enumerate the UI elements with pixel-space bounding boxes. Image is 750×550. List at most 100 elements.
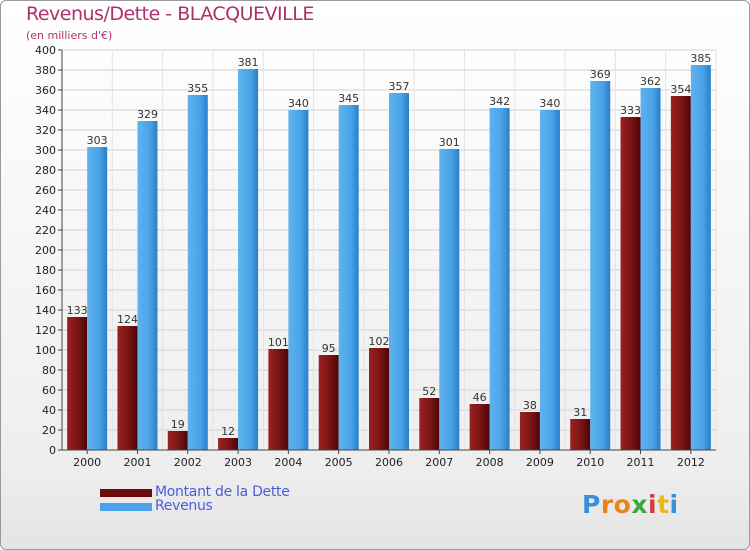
y-tick-label: 340 [35, 104, 56, 117]
data-label-dette: 95 [322, 342, 336, 355]
data-label-dette: 46 [473, 391, 487, 404]
legend-label-dette: Montant de la Dette [155, 484, 290, 500]
x-tick-label: 2002 [174, 456, 202, 469]
bar-revenus [288, 110, 309, 450]
y-tick-label: 120 [35, 324, 56, 337]
legend-swatch-revenus [100, 503, 152, 511]
data-label-revenus: 357 [389, 80, 410, 93]
proxiti-logo: Proxiti [582, 490, 679, 519]
data-label-revenus: 340 [288, 97, 309, 110]
data-label-revenus: 362 [640, 75, 661, 88]
bar-revenus [640, 88, 661, 450]
y-tick-label: 400 [35, 44, 56, 57]
x-tick-label: 2004 [274, 456, 302, 469]
logo-letter: t [657, 490, 670, 519]
bar-dette [620, 117, 641, 450]
bar-revenus [489, 108, 510, 450]
y-tick-label: 20 [42, 424, 56, 437]
data-label-dette: 101 [268, 336, 289, 349]
bar-revenus [238, 69, 259, 450]
x-tick-label: 2006 [375, 456, 403, 469]
data-label-revenus: 385 [690, 52, 711, 65]
logo-letter: o [613, 490, 632, 519]
data-label-revenus: 301 [439, 136, 460, 149]
y-tick-label: 280 [35, 164, 56, 177]
logo-letter: P [582, 490, 601, 519]
bar-revenus [590, 81, 611, 450]
data-label-revenus: 303 [87, 134, 108, 147]
y-tick-label: 320 [35, 124, 56, 137]
legend-swatch-dette [100, 489, 152, 497]
data-label-dette: 354 [670, 83, 691, 96]
bar-dette [218, 438, 239, 450]
x-tick-label: 2010 [576, 456, 604, 469]
data-label-revenus: 340 [539, 97, 560, 110]
data-label-dette: 133 [67, 304, 88, 317]
bar-dette [670, 96, 691, 450]
bar-dette [117, 326, 138, 450]
y-tick-label: 160 [35, 284, 56, 297]
x-tick-label: 2009 [526, 456, 554, 469]
x-tick-label: 2008 [476, 456, 504, 469]
legend-label-revenus: Revenus [155, 498, 213, 514]
y-tick-label: 40 [42, 404, 56, 417]
y-tick-label: 260 [35, 184, 56, 197]
bar-dette [268, 349, 289, 450]
data-label-dette: 38 [523, 399, 537, 412]
bar-revenus [137, 121, 158, 450]
y-tick-label: 60 [42, 384, 56, 397]
data-label-dette: 52 [422, 385, 436, 398]
y-tick-label: 0 [49, 444, 56, 457]
data-label-dette: 31 [573, 406, 587, 419]
logo-letter: i [669, 490, 679, 519]
bar-revenus [87, 147, 108, 450]
bar-revenus [338, 105, 359, 450]
bar-dette [67, 317, 88, 450]
y-tick-label: 100 [35, 344, 56, 357]
bar-revenus [439, 149, 460, 450]
y-tick-label: 360 [35, 84, 56, 97]
data-label-dette: 102 [369, 335, 390, 348]
chart-title: Revenus/Dette - BLACQUEVILLE [26, 3, 314, 25]
bar-dette [318, 355, 339, 450]
logo-letter: r [600, 490, 614, 519]
data-label-dette: 12 [221, 425, 235, 438]
y-tick-label: 80 [42, 364, 56, 377]
x-tick-label: 2003 [224, 456, 252, 469]
y-tick-label: 380 [35, 64, 56, 77]
bar-dette [369, 348, 389, 450]
data-label-dette: 124 [117, 313, 138, 326]
data-label-revenus: 345 [338, 92, 359, 105]
bar-dette [570, 419, 591, 450]
y-tick-label: 180 [35, 264, 56, 277]
x-tick-label: 2001 [123, 456, 151, 469]
data-label-revenus: 342 [489, 95, 510, 108]
data-label-dette: 333 [620, 104, 641, 117]
y-tick-label: 240 [35, 204, 56, 217]
y-tick-label: 200 [35, 244, 56, 257]
bar-dette [167, 431, 188, 450]
logo-letter: x [631, 490, 648, 519]
y-tick-label: 220 [35, 224, 56, 237]
bar-dette [419, 398, 440, 450]
x-tick-label: 2007 [425, 456, 453, 469]
bar-revenus [187, 95, 208, 450]
x-tick-label: 2011 [627, 456, 655, 469]
data-label-revenus: 329 [137, 108, 158, 121]
logo-letter: i [648, 490, 658, 519]
data-label-dette: 19 [171, 418, 185, 431]
x-tick-label: 2005 [325, 456, 353, 469]
x-tick-label: 2000 [73, 456, 101, 469]
data-label-revenus: 381 [238, 56, 259, 69]
chart-subtitle: (en milliers d'€) [26, 29, 113, 42]
bar-dette [519, 412, 540, 450]
data-label-revenus: 355 [187, 82, 208, 95]
bar-revenus [539, 110, 560, 450]
bar-revenus [690, 65, 711, 450]
y-tick-label: 140 [35, 304, 56, 317]
bar-revenus [389, 93, 409, 450]
y-tick-label: 300 [35, 144, 56, 157]
x-tick-label: 2012 [677, 456, 705, 469]
data-label-revenus: 369 [590, 68, 611, 81]
